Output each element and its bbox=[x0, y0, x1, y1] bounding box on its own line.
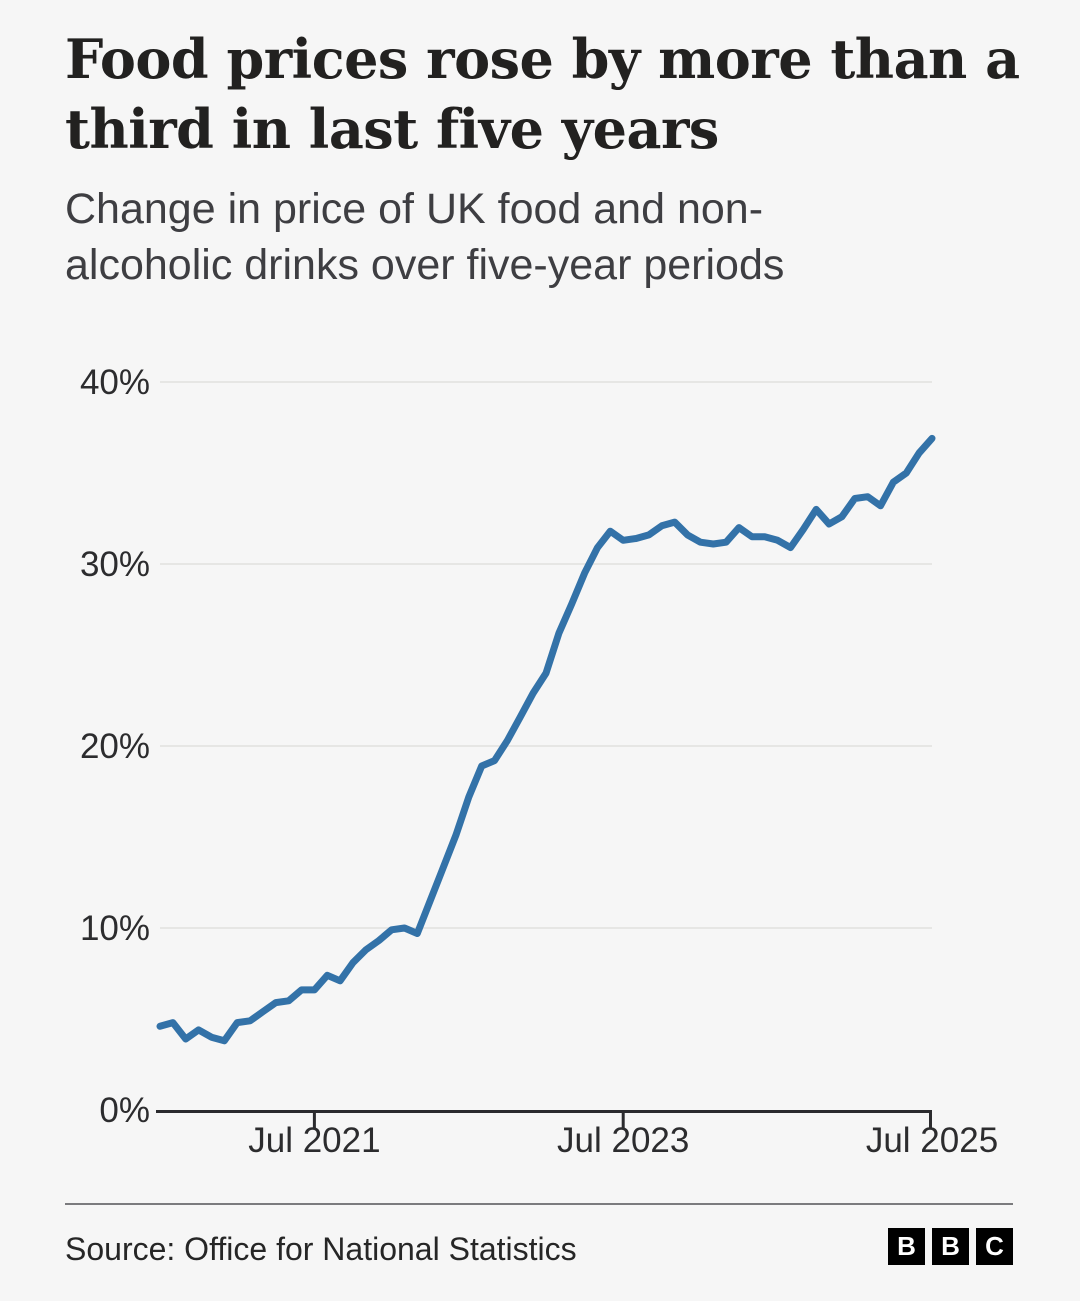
food-price-line-chart: 0% 10% 20% 30% 40% Jul 2021 Jul 2023 Jul 2025 bbox=[80, 363, 998, 1160]
food-price-series-line bbox=[156, 434, 936, 1045]
bbc-logo-block-c: C bbox=[976, 1228, 1013, 1265]
source-caption: Source: Office for National Statistics bbox=[65, 1231, 577, 1267]
y-axis-label: 40% bbox=[80, 363, 150, 402]
footer-divider bbox=[65, 1203, 1013, 1205]
bbc-logo-block-b2: B bbox=[932, 1228, 969, 1265]
y-axis-label: 30% bbox=[80, 545, 150, 584]
bbc-logo-block-b1: B bbox=[888, 1228, 925, 1265]
x-axis-label: Jul 2025 bbox=[866, 1121, 998, 1160]
y-axis-label: 0% bbox=[99, 1091, 150, 1130]
bbc-logo: B B C bbox=[888, 1228, 1013, 1265]
x-axis-label: Jul 2021 bbox=[248, 1121, 380, 1160]
y-axis-label: 20% bbox=[80, 727, 150, 766]
chart-title: Food prices rose by more than a third in… bbox=[65, 27, 1020, 162]
y-axis-label: 10% bbox=[80, 909, 150, 948]
x-axis-label: Jul 2023 bbox=[557, 1121, 689, 1160]
chart-subtitle: Change in price of UK food and non-alcoh… bbox=[65, 185, 785, 289]
